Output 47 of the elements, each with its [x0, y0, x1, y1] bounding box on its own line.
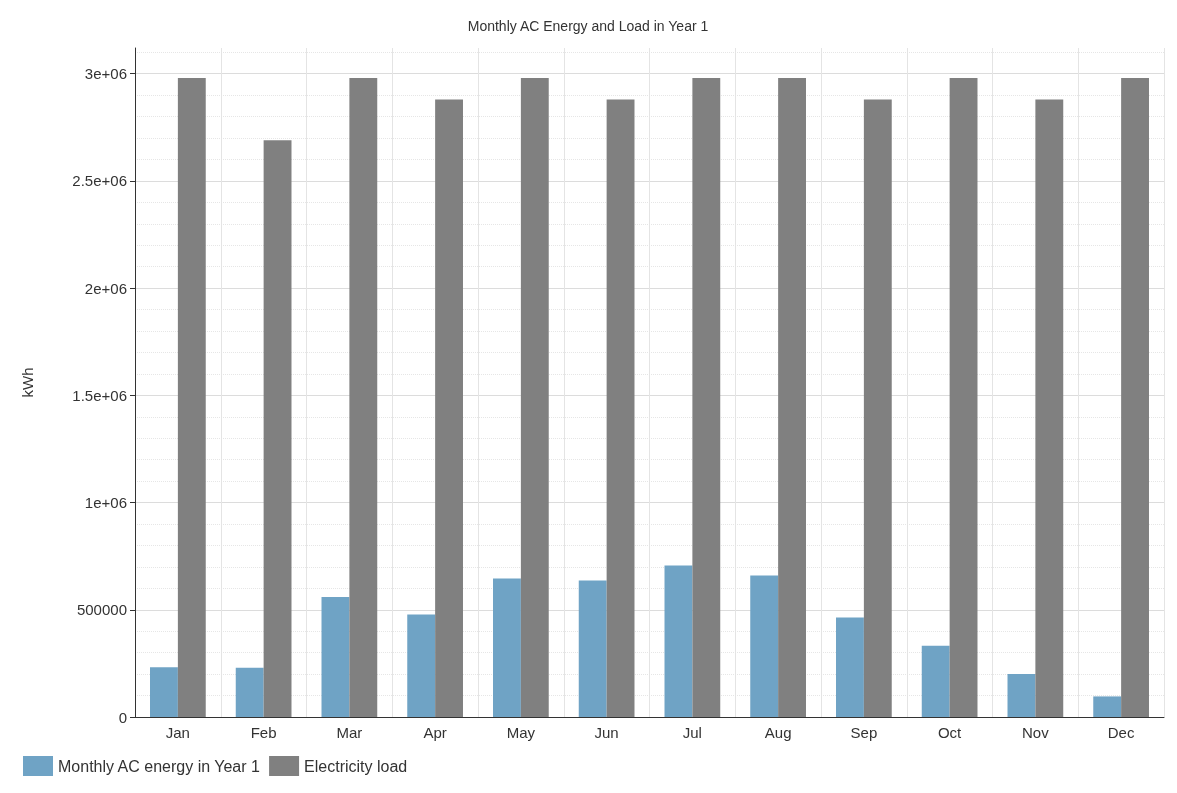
- bar: [177, 78, 206, 717]
- y-tick-label: 0: [118, 708, 127, 726]
- bar: [349, 78, 378, 717]
- bar: [1093, 696, 1122, 717]
- x-tick-label: Feb: [250, 724, 277, 741]
- chart-title: Monthly AC Energy and Load in Year 1: [467, 18, 709, 34]
- bar: [836, 617, 864, 717]
- bar: [435, 99, 463, 717]
- bar: [235, 667, 264, 717]
- bar: [778, 78, 806, 717]
- bar: [520, 78, 549, 717]
- x-tick-label: May: [506, 724, 536, 741]
- y-tick-label: 500000: [76, 601, 127, 619]
- bar: [921, 645, 950, 717]
- y-tick-label: 1.5e+06: [72, 386, 127, 404]
- y-tick-label: 2e+06: [84, 279, 127, 297]
- bar: [1121, 78, 1149, 717]
- x-tick-label: Mar: [336, 724, 363, 741]
- bar: [321, 596, 350, 717]
- x-tick-label: Sep: [850, 724, 878, 741]
- bar: [664, 565, 693, 717]
- x-tick-label: Dec: [1107, 724, 1135, 741]
- y-tick-label: 2.5e+06: [72, 172, 127, 190]
- bar: [606, 99, 635, 717]
- legend-label: Electricity load: [304, 757, 408, 775]
- bar: [578, 580, 607, 717]
- bar: [750, 575, 779, 717]
- y-axis-title: kWh: [19, 367, 36, 398]
- x-tick-label: Oct: [937, 724, 963, 741]
- x-tick-label: Apr: [423, 724, 447, 741]
- bar: [1035, 99, 1064, 717]
- y-tick-label: 1e+06: [84, 494, 127, 512]
- bar: [949, 78, 978, 717]
- bar: [150, 667, 178, 717]
- bar: [493, 578, 521, 717]
- x-tick-label: Aug: [764, 724, 792, 741]
- x-tick-label: Jan: [165, 724, 190, 741]
- bar: [1007, 674, 1036, 717]
- x-tick-label: Nov: [1022, 724, 1050, 741]
- bar: [407, 614, 436, 717]
- bar: [263, 140, 292, 717]
- x-tick-label: Jun: [594, 724, 619, 741]
- bar: [863, 99, 892, 717]
- x-tick-label: Jul: [682, 724, 702, 741]
- legend-label: Monthly AC energy in Year 1: [58, 757, 261, 775]
- y-tick-label: 3e+06: [84, 65, 127, 83]
- bar: [692, 78, 721, 717]
